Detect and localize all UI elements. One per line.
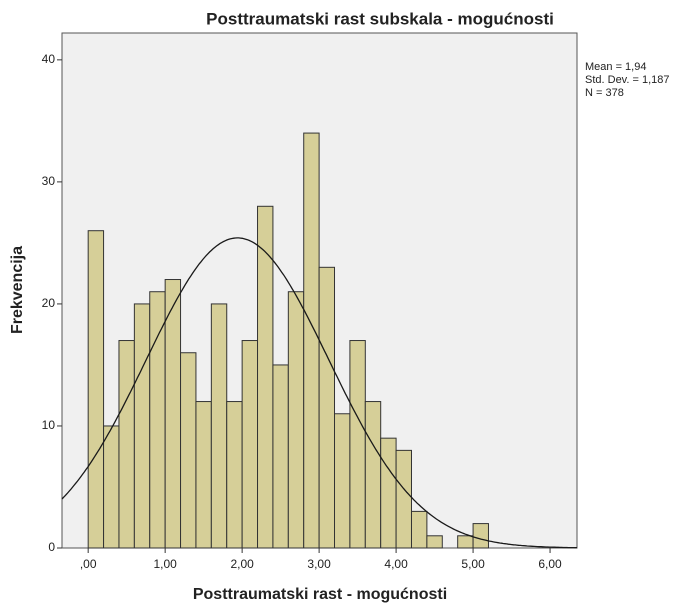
y-tick-label: 30 <box>42 174 56 188</box>
bar <box>395 449 412 549</box>
bar <box>349 340 366 549</box>
bar <box>195 401 212 549</box>
stat-label: Mean = 1,94 <box>585 61 646 73</box>
bar <box>103 425 120 549</box>
bar <box>287 291 305 549</box>
bar <box>149 291 166 549</box>
x-tick-label: ,00 <box>80 557 97 571</box>
bar <box>426 535 443 549</box>
bar <box>457 535 474 549</box>
bar <box>334 413 351 549</box>
bar <box>118 340 135 549</box>
bar <box>210 303 228 549</box>
x-tick-label: 6,00 <box>538 557 562 571</box>
y-tick-label: 10 <box>42 418 56 432</box>
normal-curve <box>61 237 577 549</box>
bar <box>472 523 489 549</box>
stat-label: N = 378 <box>585 87 624 99</box>
y-tick-label: 40 <box>42 52 56 66</box>
bar <box>133 303 151 549</box>
bar <box>164 279 182 549</box>
chart-title: Posttraumatski rast subskala - mogućnost… <box>206 9 554 28</box>
x-axis-label: Posttraumatski rast - mogućnosti <box>193 586 447 603</box>
x-tick-label: 3,00 <box>307 557 331 571</box>
x-tick-label: 1,00 <box>153 557 177 571</box>
x-tick-label: 2,00 <box>230 557 254 571</box>
bar <box>272 364 289 549</box>
bar <box>410 510 428 549</box>
stat-label: Std. Dev. = 1,187 <box>585 74 670 86</box>
bar <box>226 401 243 549</box>
bar <box>318 266 336 549</box>
y-axis-label: Frekvencija <box>9 246 26 334</box>
y-tick-label: 0 <box>48 540 55 554</box>
x-tick-label: 5,00 <box>461 557 485 571</box>
x-tick-label: 4,00 <box>384 557 408 571</box>
bar <box>380 437 397 549</box>
y-tick-label: 20 <box>42 296 56 310</box>
bar <box>241 340 259 549</box>
bar <box>364 401 382 549</box>
bar <box>87 230 105 549</box>
bar <box>180 352 197 549</box>
bar <box>303 132 320 549</box>
